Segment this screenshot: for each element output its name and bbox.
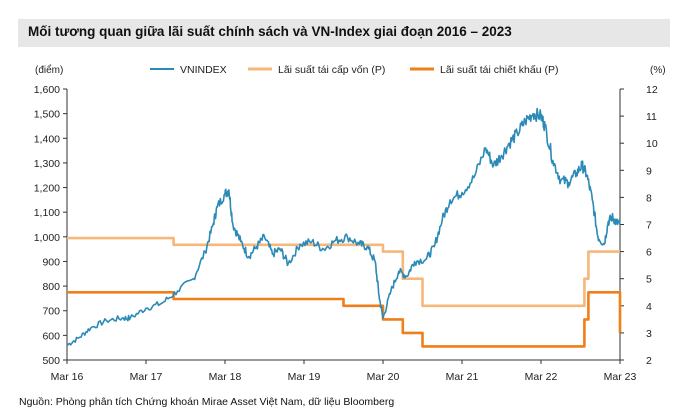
- left-tick-label: 1,500: [34, 109, 60, 121]
- left-tick-label: 600: [42, 330, 60, 342]
- x-tick-label: Mar 16: [51, 371, 84, 383]
- left-tick-label: 1,200: [34, 183, 60, 195]
- line-chart: (điểm) (%) 500 600 700 800 900 1,000 1,100 1,200 1…: [34, 64, 666, 383]
- right-tick-label: 6: [646, 247, 652, 259]
- right-tick-label: 7: [646, 220, 652, 232]
- x-tick-label: Mar 20: [367, 371, 400, 383]
- right-tick-label: 11: [646, 111, 657, 123]
- x-tick-label: Mar 17: [130, 371, 163, 383]
- right-tick-label: 9: [646, 165, 652, 177]
- chart-title: Mối tương quan giữa lãi suất chính sách …: [28, 24, 512, 39]
- x-tick-label: Mar 18: [209, 371, 242, 383]
- right-tick-label: 10: [646, 138, 658, 150]
- left-tick-label: 800: [42, 281, 60, 293]
- source-note: Nguồn: Phòng phân tích Chứng khoán Mirae…: [19, 396, 395, 408]
- left-tick-label: 500: [42, 355, 60, 367]
- right-tick-label: 8: [646, 192, 652, 204]
- legend-label-2: Lãi suất tái chiết khấu (P): [440, 64, 558, 76]
- left-tick-label: 1,300: [34, 158, 60, 170]
- left-tick-label: 1,100: [34, 207, 60, 219]
- title-bar: Mối tương quan giữa lãi suất chính sách …: [18, 19, 670, 47]
- x-tick-label: Mar 19: [288, 371, 321, 383]
- left-tick-label: 1,600: [34, 84, 60, 96]
- x-tick-label: Mar 21: [446, 371, 479, 383]
- legend-label-1: Lãi suất tái cấp vốn (P): [278, 64, 385, 76]
- x-tick-label: Mar 23: [604, 371, 637, 383]
- series-line-2: [67, 291, 622, 348]
- left-tick-label: 900: [42, 256, 60, 268]
- x-tick-label: Mar 22: [525, 371, 558, 383]
- right-tick-label: 3: [646, 328, 652, 340]
- legend-label-0: VNINDEX: [180, 64, 227, 76]
- left-unit-label: (điểm): [35, 64, 63, 76]
- right-unit-label: (%): [650, 65, 666, 76]
- left-tick-label: 700: [42, 306, 60, 318]
- left-tick-label: 1,000: [34, 232, 60, 244]
- right-tick-label: 5: [646, 274, 652, 286]
- series-line-1: [67, 236, 620, 308]
- left-tick-label: 1,400: [34, 133, 60, 145]
- right-tick-label: 2: [646, 355, 652, 367]
- right-tick-label: 4: [646, 301, 652, 313]
- series-line-0: [66, 107, 621, 346]
- right-tick-label: 12: [646, 84, 658, 96]
